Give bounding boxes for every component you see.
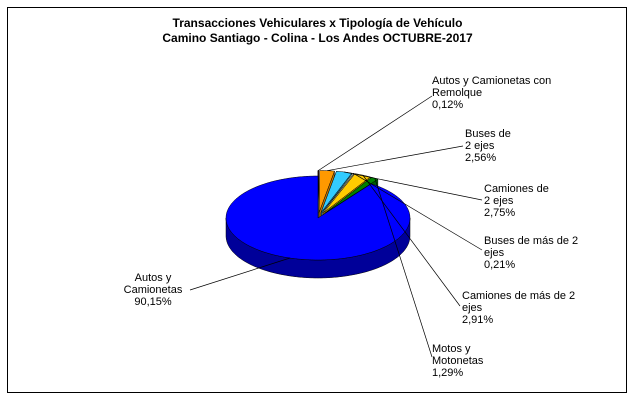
category-label: Camiones de 2 ejes — [484, 183, 549, 207]
data-label: Motos y Motonetas 1,29% — [432, 343, 502, 379]
leader-line — [362, 174, 461, 307]
data-label: Buses de 2 ejes 2,56% — [465, 128, 520, 164]
data-label: Camiones de 2 ejes 2,75% — [484, 183, 549, 219]
value-label: 2,75% — [484, 207, 516, 219]
category-label: Motos y Motonetas — [432, 343, 484, 367]
slice — [322, 173, 371, 214]
category-label: Buses de más de 2 ejes — [484, 235, 579, 259]
leader-line — [374, 178, 433, 358]
value-label: 0,12% — [432, 99, 464, 111]
data-label: Autos y Camionetas 90,15% — [118, 272, 188, 308]
leader-line — [318, 95, 433, 171]
leader-line — [327, 145, 464, 172]
data-label: Buses de más de 2 ejes 0,21% — [484, 235, 579, 271]
slice — [321, 172, 355, 213]
value-label: 1,29% — [432, 367, 464, 379]
category-label: Buses de 2 ejes — [465, 128, 511, 152]
chart-title: Transacciones Vehiculares x Tipología de… — [172, 16, 463, 30]
chart-subtitle: Camino Santiago - Colina - Los Andes OCT… — [162, 31, 473, 45]
category-label: Camiones de más de 2 ejes — [462, 290, 576, 314]
leader-line — [189, 257, 291, 291]
slice — [225, 175, 411, 261]
leader-line — [344, 171, 483, 201]
category-label: Autos y Camionetas — [123, 272, 183, 296]
value-label: 90,15% — [134, 296, 172, 308]
data-label: Autos y Camionetas con Remolque 0,12% — [432, 75, 552, 111]
value-label: 2,56% — [465, 152, 497, 164]
leader-line — [353, 173, 483, 251]
data-label: Camiones de más de 2 ejes 2,91% — [462, 290, 582, 326]
value-label: 2,91% — [462, 314, 494, 326]
value-label: 0,21% — [484, 259, 516, 271]
category-label: Autos y Camionetas con Remolque — [432, 75, 552, 99]
